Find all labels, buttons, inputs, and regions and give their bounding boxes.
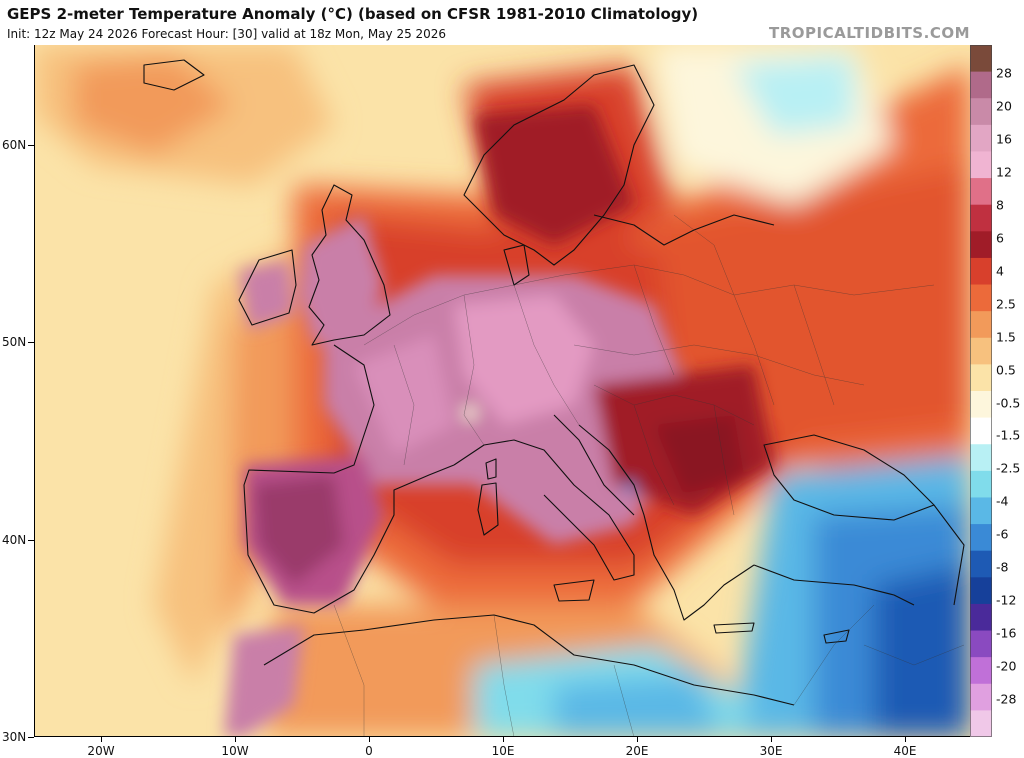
lat-label-50n: 50N [2,335,27,349]
colorbar-label: -28 [996,691,1017,707]
colorbar-segment [970,550,992,578]
colorbar-label: 2.5 [996,296,1016,312]
lat-tick [28,737,34,738]
lon-tick [101,737,102,742]
colorbar-outline [970,45,992,737]
colorbar-label: -16 [996,625,1017,641]
colorbar-segment [970,311,992,339]
colorbar-segment [970,151,992,179]
colorbar-segment [970,710,992,737]
colorbar-label: -6 [996,526,1009,542]
colorbar-label: -1.5 [996,427,1021,443]
lon-tick [637,737,638,742]
colorbar-segment [970,470,992,498]
colorbar-segment [970,257,992,286]
colorbar-label: 0.5 [996,362,1016,378]
colorbar-label: -12 [996,592,1017,608]
colorbar-label: -20 [996,658,1017,674]
lon-tick [503,737,504,742]
lon-label-10e: 10E [491,744,515,758]
colorbar-segment [970,178,992,206]
colorbar-label: -8 [996,559,1009,575]
lon-label-0: 0 [365,744,373,758]
colorbar-segment [970,630,992,658]
colorbar-segment [970,364,992,392]
colorbar-segment [970,524,992,552]
map-subtitle: Init: 12z May 24 2026 Forecast Hour: [30… [7,27,447,41]
colorbar-segment [970,417,992,445]
colorbar-label: 20 [996,98,1012,114]
colorbar-segment [970,444,992,472]
lon-tick [905,737,906,742]
colorbar-label: -0.5 [996,395,1021,411]
intense-anomaly-cores [224,105,774,737]
lon-label-20w: 20W [87,744,115,758]
lat-label-40n: 40N [2,533,27,547]
colorbar-segment [970,497,992,525]
map-title: GEPS 2-meter Temperature Anomaly (°C) (b… [7,5,699,23]
colorbar-label: 12 [996,164,1012,180]
colorbar-segment [970,603,992,632]
lat-label-60n: 60N [2,138,27,152]
country-borders [333,214,965,737]
colorbar-label: 16 [996,131,1012,147]
lat-tick [28,342,34,343]
colorbar-segment [970,337,992,365]
lon-label-10w: 10W [221,744,249,758]
colorbar-label: 1.5 [996,329,1016,345]
colorbar-segment [970,45,992,73]
lat-label-30n: 30N [2,730,27,744]
coastlines [143,59,965,706]
colorbar-segment [970,98,992,126]
colorbar-label: -4 [996,493,1009,509]
colorbar-segment [970,204,992,232]
colorbar-label: 4 [996,263,1004,279]
lon-tick [771,737,772,742]
colorbar-segment [970,657,992,685]
temperature-anomaly-map [34,45,970,737]
colorbar-label: 8 [996,197,1004,213]
lon-label-30e: 30E [759,744,783,758]
lon-tick [235,737,236,742]
colorbar-segment [970,231,992,259]
brand-watermark: TROPICALTIDBITS.COM [769,24,970,42]
colorbar-segment [970,391,992,419]
colorbar-segment [970,124,992,152]
lon-label-20e: 20E [625,744,649,758]
lon-label-40e: 40E [893,744,917,758]
colorbar-label: 28 [996,65,1012,81]
colorbar-segment [970,577,992,605]
colorbar [970,45,992,737]
colorbar-segment [970,284,992,312]
colorbar-label: 6 [996,230,1004,246]
colorbar-segment [970,683,992,711]
lat-tick [28,540,34,541]
colorbar-segment [970,71,992,99]
lat-tick [28,145,34,146]
colorbar-label: -2.5 [996,460,1021,476]
lon-tick [369,737,370,742]
